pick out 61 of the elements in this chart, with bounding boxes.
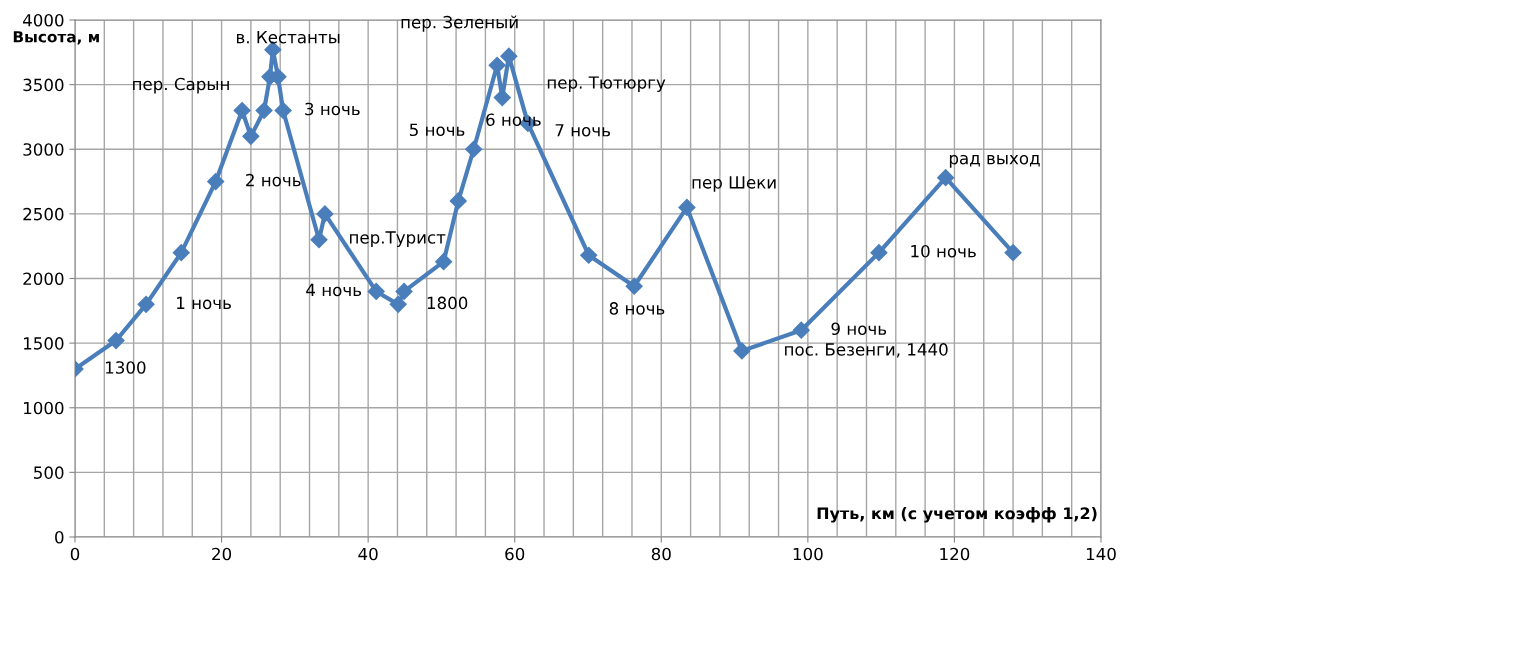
point: [233, 101, 251, 120]
x-tick-label: 20: [212, 547, 232, 561]
x-tick-label: 0: [70, 547, 80, 561]
point: [107, 331, 125, 350]
y-tick-label: 2500: [23, 207, 64, 221]
annotation: 10 ночь: [911, 244, 976, 258]
x-tick-label: 100: [793, 547, 823, 561]
point: [678, 198, 696, 216]
annotation: пер. Сарын: [133, 77, 229, 94]
x-tick-label: 120: [940, 547, 970, 561]
annotation: 8 ночь: [609, 302, 665, 315]
annotation: 1300: [106, 361, 146, 374]
y-tick-label: 3000: [23, 143, 64, 156]
point: [937, 169, 955, 187]
y-tick-label: 500: [34, 466, 64, 479]
y-tick-label: 2000: [23, 272, 64, 286]
annotation: пос. Безенги, 1440: [785, 343, 948, 358]
point: [435, 253, 453, 271]
annotation: 5 ночь: [409, 123, 465, 137]
y-tick-label: 4000: [22, 13, 64, 27]
point: [625, 277, 643, 295]
x-tick-label: 140: [1086, 547, 1116, 561]
point: [733, 342, 751, 360]
point: [242, 127, 260, 145]
annotation: 1800: [427, 296, 468, 310]
point: [1004, 244, 1022, 262]
annotation: 4 ночь: [306, 283, 362, 297]
point: [389, 295, 407, 313]
point: [792, 321, 810, 339]
annotation: 1 ночь: [177, 296, 231, 310]
point: [207, 173, 225, 191]
point: [137, 295, 155, 313]
x-tick-label: 40: [358, 547, 378, 561]
point: [870, 244, 888, 262]
point: [274, 101, 292, 120]
y-tick-label: 1000: [24, 401, 64, 415]
annotation: 7 ночь: [555, 124, 610, 137]
point: [316, 205, 334, 223]
annotation: пер. Тютюргу: [547, 76, 666, 93]
annotation: 9 ночь: [831, 322, 887, 336]
y-tick-label: 0: [55, 530, 64, 544]
x-tick-label: 60: [505, 547, 525, 561]
annotation: пер. Зеленый: [401, 15, 518, 32]
point: [465, 140, 483, 158]
x-axis-title: Путь, км (с учетом коэфф 1,2): [817, 506, 1097, 523]
annotation: в. Кестанты: [236, 31, 340, 44]
point: [367, 282, 385, 300]
annotation: 2 ночь: [246, 173, 301, 187]
annotation: 3 ночь: [305, 102, 360, 116]
annotation: пер.Турист: [350, 231, 446, 247]
annotation: пер Шеки: [692, 176, 776, 192]
point: [449, 192, 467, 210]
point: [580, 246, 598, 264]
annotation: рад выход: [949, 154, 1040, 168]
point: [255, 101, 273, 120]
point: [172, 244, 190, 262]
y-tick-label: 1500: [24, 337, 64, 350]
y-axis-title: Высота, м: [13, 31, 99, 45]
x-tick-label: 80: [651, 547, 671, 561]
y-tick-label: 3500: [23, 78, 64, 92]
point: [395, 282, 413, 300]
